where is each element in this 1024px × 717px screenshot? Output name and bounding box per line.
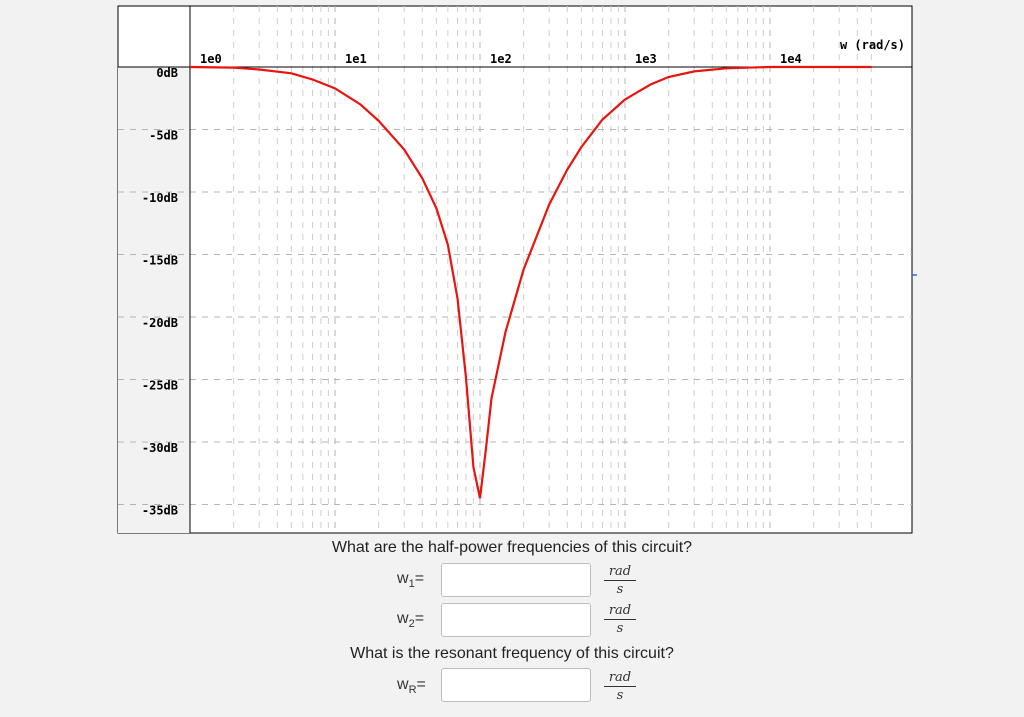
y-tick-label: -25dB (142, 379, 178, 393)
y-tick-label: -30dB (142, 441, 178, 455)
x-tick-label: 1e0 (200, 52, 222, 66)
question-resonant: What is the resonant frequency of this c… (350, 645, 674, 662)
y-tick-label: -5dB (149, 129, 178, 143)
x-tick-label: 1e4 (780, 52, 802, 66)
chart-frame (117, 5, 913, 534)
w1-input[interactable] (441, 563, 591, 597)
question-half-power: What are the half-power frequencies of t… (331, 539, 693, 556)
wR-input[interactable] (441, 668, 591, 702)
wR-unit: rad s (604, 671, 636, 703)
y-tick-label: -35dB (142, 504, 178, 518)
y-tick-label: 0dB (156, 66, 178, 80)
bode-magnitude-chart: 1e0 1e1 1e2 1e3 1e4 0dB -5dB -10dB -15dB -20dB -2… (117, 5, 917, 534)
y-tick-label: -20dB (142, 316, 178, 330)
x-tick-label: 1e3 (635, 52, 657, 66)
w2-input[interactable] (441, 603, 591, 637)
x-axis-label: w (rad/s) (840, 38, 905, 52)
y-axis-label-panel (118, 67, 190, 533)
y-tick-label: -10dB (142, 191, 178, 205)
w2-unit: rad s (604, 604, 636, 636)
w1-unit: rad s (604, 565, 636, 597)
x-tick-label: 1e1 (345, 52, 367, 66)
x-tick-labels: 1e0 1e1 1e2 1e3 1e4 (200, 52, 802, 66)
y-tick-labels: 0dB -5dB -10dB -15dB -20dB -25dB -30dB -35dB (142, 66, 178, 518)
w2-label: w2= (397, 610, 425, 631)
y-tick-label: -15dB (142, 254, 178, 268)
magnitude-curve (189, 65, 872, 499)
wR-label: wR= (397, 676, 426, 697)
grid-lines (118, 6, 912, 533)
w1-label: w1= (397, 570, 425, 591)
x-tick-label: 1e2 (490, 52, 512, 66)
